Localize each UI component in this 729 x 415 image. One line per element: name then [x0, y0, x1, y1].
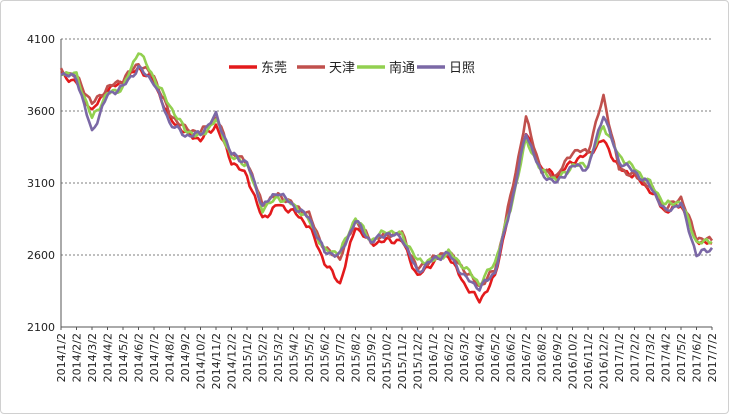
x-tick-label: 2015/12/2 — [412, 333, 425, 389]
x-tick-label: 2014/8/2 — [164, 333, 177, 382]
legend: 东莞 天津 南通 日照 — [229, 60, 475, 76]
x-tick-label: 2015/5/2 — [303, 333, 316, 382]
x-tick-label: 2016/10/2 — [567, 333, 580, 389]
x-tick-label: 2014/5/2 — [117, 333, 130, 382]
x-tick-label: 2016/2/2 — [443, 333, 456, 382]
x-tick-label: 2017/1/2 — [613, 333, 626, 382]
x-tick-label: 2015/9/2 — [365, 333, 378, 382]
x-tick-label: 2015/3/2 — [272, 333, 285, 382]
x-tick-label: 2014/4/2 — [102, 333, 115, 382]
x-tick-label: 2014/1/2 — [55, 333, 68, 382]
x-tick-label: 2016/12/2 — [598, 333, 611, 389]
series-line-3 — [60, 64, 714, 292]
y-tick-label: 3600 — [27, 105, 55, 118]
series-line-0 — [60, 65, 713, 304]
x-tick-label: 2014/3/2 — [86, 333, 99, 382]
axes — [60, 39, 713, 330]
y-tick-label: 2100 — [27, 321, 55, 334]
x-tick-label: 2016/1/2 — [427, 333, 440, 382]
x-tick-label: 2015/10/2 — [381, 333, 394, 389]
x-tick-label: 2016/8/2 — [536, 333, 549, 382]
x-tick-label: 2016/3/2 — [458, 333, 471, 382]
x-tick-label: 2015/6/2 — [319, 333, 332, 382]
series-lines — [59, 52, 714, 304]
legend-label-3: 日照 — [449, 61, 475, 76]
y-tick-labels: 2100 2600 3100 3600 4100 — [27, 33, 55, 334]
x-tick-label: 2016/9/2 — [551, 333, 564, 382]
x-tick-label: 2014/7/2 — [148, 333, 161, 382]
x-tick-label: 2015/2/2 — [257, 333, 270, 382]
x-tick-label: 2014/2/2 — [71, 333, 84, 382]
y-tick-label: 2600 — [27, 249, 55, 262]
series-line-2 — [60, 52, 713, 287]
x-tick-label: 2014/6/2 — [133, 333, 146, 382]
x-tick-label: 2016/5/2 — [489, 333, 502, 382]
x-tick-label: 2015/1/2 — [241, 333, 254, 382]
x-tick-labels: 2014/1/2 2014/2/2 2014/3/2 2014/4/2 2014/5/2… — [55, 333, 719, 389]
y-tick-label: 3100 — [27, 177, 55, 190]
x-tick-label: 2017/7/2 — [706, 333, 719, 382]
x-tick-label: 2014/9/2 — [179, 333, 192, 382]
series-line-1 — [59, 62, 714, 288]
x-tick-label: 2015/4/2 — [288, 333, 301, 382]
x-tick-label: 2014/10/2 — [195, 333, 208, 389]
legend-label-1: 天津 — [329, 61, 355, 76]
x-tick-label: 2015/8/2 — [350, 333, 363, 382]
x-tick-label: 2016/11/2 — [582, 333, 595, 389]
x-tick-label: 2017/5/2 — [675, 333, 688, 382]
x-tick-label: 2015/7/2 — [334, 333, 347, 382]
legend-label-2: 南通 — [389, 60, 415, 76]
x-tick-label: 2016/4/2 — [474, 333, 487, 382]
x-tick-label: 2014/11/2 — [210, 333, 223, 389]
x-tick-label: 2017/3/2 — [644, 333, 657, 382]
y-tick-label: 4100 — [27, 33, 55, 46]
x-tick-label: 2017/6/2 — [691, 333, 704, 382]
x-tick-label: 2016/7/2 — [520, 333, 533, 382]
x-tick-label: 2014/12/2 — [226, 333, 239, 389]
x-tick-label: 2015/11/2 — [396, 333, 409, 389]
x-tick-label: 2017/4/2 — [660, 333, 673, 382]
legend-label-0: 东莞 — [261, 61, 287, 76]
x-tick-label: 2016/6/2 — [505, 333, 518, 382]
x-tick-label: 2017/2/2 — [629, 333, 642, 382]
